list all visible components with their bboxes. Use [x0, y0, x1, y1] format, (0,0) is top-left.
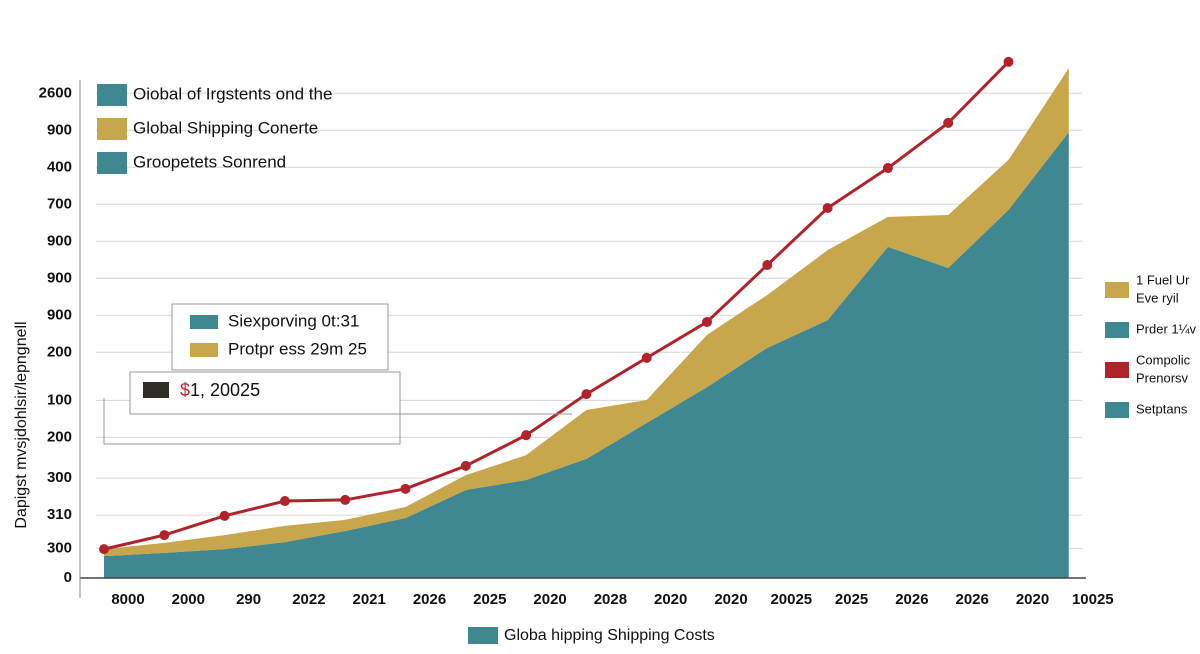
line-point: [400, 483, 411, 494]
annotation-text: $1, 20025: [180, 380, 260, 400]
area: [104, 132, 1069, 578]
line-point: [159, 530, 170, 541]
y-tick-label: 310: [47, 506, 72, 523]
y-tick-label: 900: [47, 121, 72, 138]
y-tick-label: 300: [47, 469, 72, 486]
y-tick-label: 200: [47, 343, 72, 360]
x-tick-label: 2022: [292, 591, 325, 608]
legend-swatch: [97, 152, 127, 174]
line: [103, 60, 1010, 551]
y-tick-label: 900: [47, 269, 72, 286]
legend-label: Compolic: [1136, 352, 1191, 367]
line-point: [641, 352, 652, 363]
legend-label: Prenorsv: [1136, 370, 1189, 385]
legend-label: Oiobal of Irgstents ond the: [133, 84, 332, 103]
legend-label: Siexporving 0t:31: [228, 311, 359, 330]
x-tick-label: 2021: [353, 591, 386, 608]
y-tick-label: 900: [47, 232, 72, 249]
legend-swatch: [468, 627, 498, 644]
x-tick-label: 290: [236, 591, 261, 608]
x-tick-label: 2000: [172, 591, 205, 608]
y-tick-label: 700: [47, 195, 72, 212]
x-tick-label: 2026: [956, 591, 989, 608]
line-point: [460, 460, 471, 471]
x-tick-label: 2020: [654, 591, 687, 608]
x-tick-label: 2025: [835, 591, 868, 608]
legend-swatch: [97, 84, 127, 106]
annotation-value: 1, 20025: [190, 380, 260, 400]
legend-label: Prder 1¼v: [1136, 321, 1196, 336]
line-point: [762, 259, 773, 270]
line-point: [99, 544, 109, 555]
legend-swatch: [1105, 362, 1129, 378]
x-tick-label: 2028: [594, 591, 627, 608]
annotation-icon: [143, 382, 169, 398]
legend-swatch: [1105, 402, 1129, 418]
line-point: [279, 496, 290, 507]
line-point: [219, 510, 230, 521]
annotation-box: [129, 371, 401, 415]
y-tick-label: 200: [47, 428, 72, 445]
x-tick-label: 2025: [473, 591, 506, 608]
legend-label: Protpr ess 29m 25: [228, 339, 367, 358]
x-tick-label: 2020: [533, 591, 566, 608]
x-tick-label: 8000: [111, 591, 144, 608]
x-tick-label: 2026: [413, 591, 446, 608]
x-tick-label: 2026: [895, 591, 928, 608]
line-point: [581, 389, 592, 400]
y-tick-label: 300: [47, 539, 72, 556]
legend-swatch: [1105, 282, 1129, 298]
legend-label: Setptans: [1136, 401, 1188, 416]
y-tick-label: 100: [47, 391, 72, 408]
x-tick-label: 20025: [770, 591, 812, 608]
legend-label: 1 Fuel Ur: [1136, 272, 1190, 287]
y-tick-label: 2600: [39, 84, 72, 101]
legend-swatch: [1105, 322, 1129, 338]
area: [104, 68, 1069, 557]
x-tick-label: 2020: [1016, 591, 1049, 608]
x-tick-label: 2020: [714, 591, 747, 608]
annotation-frame: [103, 398, 401, 445]
line-point: [943, 117, 954, 128]
legend-label: Global Shipping Conerte: [133, 118, 318, 137]
y-tick-label: 400: [47, 158, 72, 175]
legend-label: Globa hipping Shipping Costs: [504, 627, 715, 644]
y-tick-label: 0: [64, 569, 72, 586]
annotation-prefix: $: [180, 380, 190, 400]
legend-label: Groopetets Sonrend: [133, 152, 286, 171]
line-point: [882, 163, 893, 174]
line-point: [1003, 56, 1014, 67]
y-tick-label: 900: [47, 306, 72, 323]
legend-swatch: [97, 118, 127, 140]
legend-swatch: [190, 315, 218, 329]
line-point: [702, 316, 712, 327]
legend-swatch: [190, 343, 218, 357]
y-axis-title: Dapigst mvsjdohlsir/lepngnell: [13, 321, 30, 528]
legend-label: Eve ryil: [1136, 290, 1179, 305]
x-tick-label: 10025: [1072, 591, 1114, 608]
line-point: [521, 430, 532, 441]
line-point: [822, 203, 833, 213]
line-point: [340, 494, 351, 505]
